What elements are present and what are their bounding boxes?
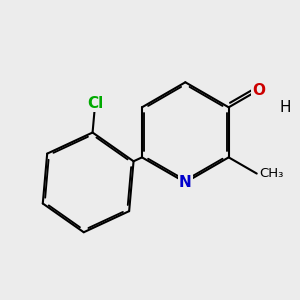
Text: CH₃: CH₃ xyxy=(260,167,284,180)
Text: Cl: Cl xyxy=(87,96,103,111)
Text: H: H xyxy=(279,100,290,116)
Text: O: O xyxy=(252,83,265,98)
Text: N: N xyxy=(179,175,192,190)
